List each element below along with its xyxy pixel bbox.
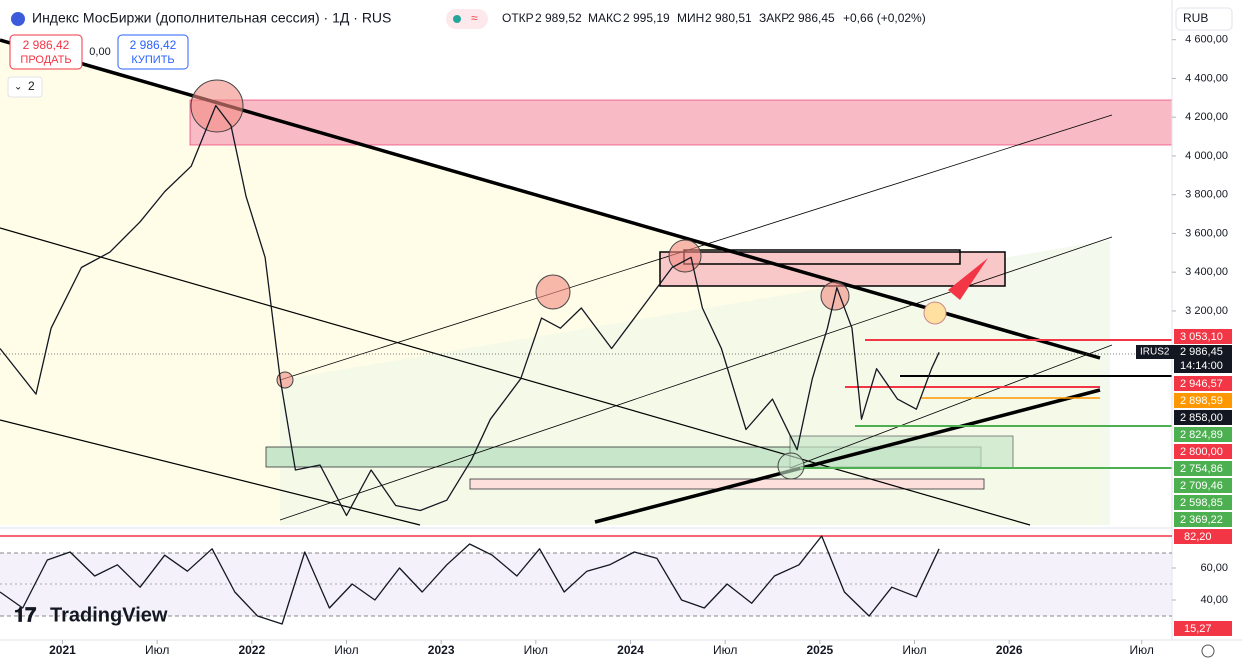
price-tag: 2 986,45 (1180, 346, 1223, 358)
drawings (0, 38, 1172, 526)
ohlc-value: 2 986,45 (788, 11, 835, 25)
ohlc-label: МАКС (588, 11, 622, 25)
ohlc-label: МИН (677, 11, 704, 25)
tag-bg (1174, 345, 1232, 373)
tag-bg (1174, 461, 1232, 476)
ohlc-label: ОТКР (502, 11, 534, 25)
y-tick-label: 4 200,00 (1185, 111, 1228, 123)
y-tick-label: 4 400,00 (1185, 72, 1228, 84)
price-tag: 2 709,46 (1180, 480, 1223, 492)
price-tag: 2 858,00 (1180, 412, 1223, 424)
y-tick-label: 3 800,00 (1185, 189, 1228, 201)
tag-bg (1174, 329, 1232, 344)
price-tag: 14:14:00 (1180, 360, 1223, 372)
y-tick-label: 3 400,00 (1185, 266, 1228, 278)
tag-bg (1174, 495, 1232, 510)
price-tags: 3 053,10 IRUS2 2 986,45 14:14:00 2 946,5… (1136, 329, 1232, 636)
ohlc-value: 2 980,51 (705, 11, 752, 25)
ohlc-value: 2 995,19 (623, 11, 670, 25)
price-line (0, 104, 940, 517)
change: +0,66 (+0,02%) (843, 11, 926, 25)
x-tick-label: 2025 (806, 643, 833, 657)
tag-bg (1174, 621, 1232, 636)
y-tick-label: 3 600,00 (1185, 227, 1228, 239)
tag-bg (1174, 393, 1232, 408)
y-tick-label: 40,00 (1200, 594, 1228, 606)
rsi-tag: 82,20 (1184, 531, 1212, 543)
y-tick-label: 60,00 (1200, 562, 1228, 574)
tag-bg (1174, 444, 1232, 459)
price-tag: 2 369,22 (1180, 514, 1223, 526)
tag-bg (1136, 345, 1174, 359)
sell-price: 2 986,42 (23, 38, 70, 52)
settings-icon[interactable] (1201, 644, 1215, 658)
x-tick-label: Июл (145, 643, 169, 657)
tag-bg (1174, 410, 1232, 425)
flag-icon (11, 12, 25, 26)
x-tick-label: Июл (713, 643, 737, 657)
layers-button[interactable] (7, 76, 43, 98)
ohlc-value: 2 989,52 (535, 11, 582, 25)
buy-price: 2 986,42 (130, 38, 177, 52)
x-tick-label: 2026 (996, 643, 1023, 657)
spread: 0,00 (89, 46, 110, 58)
layers-icon: ⌄ (14, 82, 22, 93)
tag-bg (1174, 376, 1232, 391)
x-tick-label: 2021 (49, 643, 76, 657)
status-icon: ≈ (471, 11, 478, 25)
x-tick-label: 2023 (428, 643, 455, 657)
price-line (0, 535, 940, 625)
buy-label: КУПИТЬ (131, 54, 174, 66)
price-tag: IRUS2 (1140, 347, 1170, 358)
ohlc: ОТКР 2 989,52 МАКС 2 995,19 МИН 2 980,51… (502, 11, 926, 25)
y-tick-label: 4 000,00 (1185, 150, 1228, 162)
rsi-tag: 15,27 (1184, 623, 1212, 635)
logo-icon: 𝟏𝟕 (14, 604, 36, 626)
price-tag: 2 946,57 (1180, 378, 1223, 390)
series (0, 104, 940, 517)
price-tag: 2 898,59 (1180, 395, 1223, 407)
logo: TradingView (50, 604, 168, 626)
status-dot (453, 15, 461, 23)
price-tag: 2 800,00 (1180, 446, 1223, 458)
x-tick-label: 2024 (617, 643, 644, 657)
symbol-title: Индекс МосБиржи (дополнительная сессия) … (32, 10, 391, 26)
price-tag: 3 053,10 (1180, 331, 1223, 343)
tag-bg (1174, 478, 1232, 493)
currency: RUB (1183, 11, 1208, 25)
status-badge[interactable] (446, 9, 488, 29)
price-tag: 2 824,89 (1180, 429, 1223, 441)
price-tag: 2 598,85 (1180, 497, 1223, 509)
currency-button[interactable] (1175, 7, 1233, 31)
y-tick-label: 3 200,00 (1185, 305, 1228, 317)
x-tick-label: 2022 (238, 643, 265, 657)
series (0, 535, 940, 625)
x-tick-label: Июл (902, 643, 926, 657)
rsi-background (0, 535, 1172, 617)
y-tick-label: 4 600,00 (1185, 34, 1228, 46)
ohlc-label: ЗАКР (759, 11, 789, 25)
tag-bg (1174, 529, 1232, 544)
layers-count: 2 (28, 79, 35, 93)
tag-bg (1174, 512, 1232, 527)
price-tag: 2 754,86 (1180, 463, 1223, 475)
x-tick-label: Июл (524, 643, 548, 657)
x-tick-label: Июл (1130, 643, 1154, 657)
tag-bg (1174, 427, 1232, 442)
sell-button[interactable] (9, 34, 83, 70)
sell-label: ПРОДАТЬ (20, 54, 71, 66)
x-tick-label: Июл (334, 643, 358, 657)
buy-button[interactable] (117, 34, 189, 70)
